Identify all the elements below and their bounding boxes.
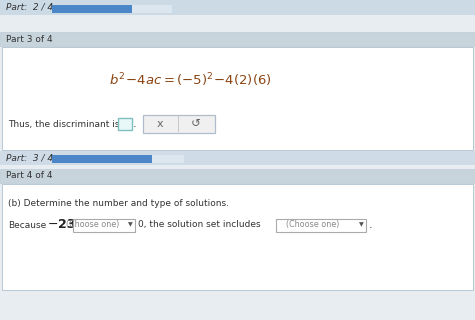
Bar bbox=[2, 47, 473, 150]
Bar bbox=[2, 184, 473, 290]
Bar bbox=[0, 290, 475, 320]
Bar bbox=[0, 0, 475, 15]
Bar bbox=[73, 219, 135, 231]
Text: Because: Because bbox=[8, 220, 46, 229]
Text: .: . bbox=[133, 119, 137, 129]
Text: Part 3 of 4: Part 3 of 4 bbox=[6, 35, 53, 44]
Text: ▼: ▼ bbox=[359, 222, 363, 228]
Text: Part 4 of 4: Part 4 of 4 bbox=[6, 172, 53, 180]
Bar bbox=[0, 165, 475, 169]
Text: (Choose one): (Choose one) bbox=[286, 220, 340, 229]
Text: Thus, the discriminant is: Thus, the discriminant is bbox=[8, 119, 120, 129]
Bar bbox=[118, 118, 132, 130]
Bar bbox=[0, 169, 475, 183]
Text: ▼: ▼ bbox=[128, 222, 133, 228]
Text: $-\mathbf{23}$: $-\mathbf{23}$ bbox=[47, 219, 76, 231]
Bar bbox=[0, 15, 475, 18]
Bar bbox=[0, 151, 475, 165]
Text: Part:  3 / 4: Part: 3 / 4 bbox=[6, 154, 53, 163]
Bar bbox=[0, 32, 475, 46]
Text: (Choose one): (Choose one) bbox=[66, 220, 120, 229]
Bar bbox=[143, 115, 215, 133]
Text: (b) Determine the number and type of solutions.: (b) Determine the number and type of sol… bbox=[8, 198, 229, 207]
Bar bbox=[152, 155, 184, 163]
Text: x: x bbox=[157, 119, 163, 129]
Text: Part:  2 / 4: Part: 2 / 4 bbox=[6, 3, 53, 12]
Text: ↺: ↺ bbox=[191, 117, 201, 131]
Text: .: . bbox=[369, 220, 372, 230]
Bar bbox=[178, 116, 179, 132]
Bar bbox=[52, 4, 132, 12]
Bar bbox=[52, 155, 152, 163]
Bar bbox=[132, 4, 172, 12]
Text: $b^2\!-\!4ac = (-5)^2\!-\!4(2)(6)$: $b^2\!-\!4ac = (-5)^2\!-\!4(2)(6)$ bbox=[109, 71, 271, 89]
Text: 0, the solution set includes: 0, the solution set includes bbox=[138, 220, 261, 229]
Bar bbox=[276, 219, 366, 231]
